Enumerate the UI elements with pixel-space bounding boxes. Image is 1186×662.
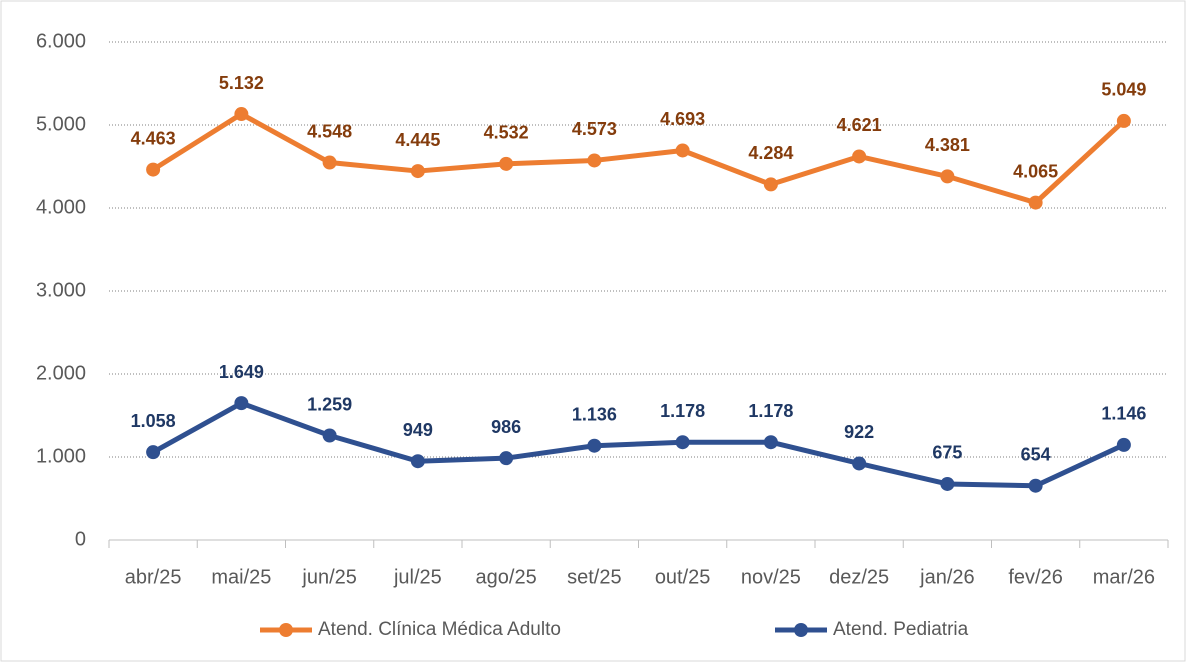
x-tick-label: jan/26 bbox=[919, 566, 975, 588]
data-point bbox=[146, 445, 161, 460]
series-line bbox=[151, 111, 1126, 206]
data-point bbox=[410, 454, 425, 469]
data-label: 4.573 bbox=[572, 119, 617, 139]
data-label: 4.548 bbox=[307, 121, 352, 141]
data-point bbox=[499, 451, 514, 466]
data-point bbox=[1116, 113, 1131, 128]
data-label: 4.693 bbox=[660, 109, 705, 129]
y-tick-label: 2.000 bbox=[36, 362, 86, 384]
x-tick-label: mai/25 bbox=[211, 566, 271, 588]
series-line bbox=[151, 400, 1125, 489]
x-tick-label: mar/26 bbox=[1093, 566, 1155, 588]
data-label: 1.178 bbox=[660, 401, 705, 421]
x-tick-label: dez/25 bbox=[829, 566, 889, 588]
x-tick-label: out/25 bbox=[655, 566, 711, 588]
data-label: 4.463 bbox=[131, 128, 176, 148]
data-label: 4.445 bbox=[395, 130, 440, 150]
data-label: 4.284 bbox=[748, 143, 793, 163]
data-label: 922 bbox=[844, 422, 874, 442]
data-point bbox=[852, 456, 867, 471]
x-tick-label: fev/26 bbox=[1008, 566, 1062, 588]
data-point bbox=[1116, 437, 1131, 452]
y-tick-label: 5.000 bbox=[36, 113, 86, 135]
data-label: 1.146 bbox=[1101, 404, 1146, 424]
data-label: 4.532 bbox=[484, 123, 529, 143]
data-point bbox=[763, 435, 778, 450]
legend-label: Atend. Clínica Médica Adulto bbox=[318, 619, 561, 640]
data-point bbox=[587, 153, 602, 168]
data-label: 5.132 bbox=[219, 73, 264, 93]
legend-label: Atend. Pediatria bbox=[833, 619, 969, 640]
data-point bbox=[763, 177, 778, 192]
data-point bbox=[675, 435, 690, 450]
data-label: 949 bbox=[403, 420, 433, 440]
data-label: 675 bbox=[932, 443, 962, 463]
y-tick-label: 3.000 bbox=[36, 279, 86, 301]
data-point bbox=[940, 169, 955, 184]
x-tick-label: jul/25 bbox=[393, 566, 442, 588]
data-point bbox=[940, 476, 955, 491]
data-label: 4.381 bbox=[925, 135, 970, 155]
y-tick-label: 4.000 bbox=[36, 196, 86, 218]
data-label: 1.178 bbox=[748, 401, 793, 421]
y-tick-label: 6.000 bbox=[36, 30, 86, 52]
data-point bbox=[322, 155, 337, 170]
x-tick-label: nov/25 bbox=[741, 566, 801, 588]
x-tick-label: ago/25 bbox=[476, 566, 537, 588]
data-point bbox=[234, 107, 249, 122]
data-label: 4.065 bbox=[1013, 161, 1058, 181]
x-tick-label: abr/25 bbox=[125, 566, 182, 588]
y-tick-label: 0 bbox=[75, 528, 86, 550]
data-label: 4.621 bbox=[837, 115, 882, 135]
legend-marker bbox=[794, 623, 808, 637]
data-point bbox=[499, 156, 514, 171]
legend-marker bbox=[279, 623, 293, 637]
data-label: 1.058 bbox=[131, 411, 176, 431]
data-label: 5.049 bbox=[1101, 80, 1146, 100]
data-point bbox=[587, 438, 602, 453]
data-label: 1.136 bbox=[572, 404, 617, 424]
data-point bbox=[1028, 478, 1043, 493]
data-point bbox=[1028, 195, 1043, 210]
data-label: 1.649 bbox=[219, 362, 264, 382]
data-point bbox=[410, 164, 425, 179]
data-point bbox=[675, 143, 690, 158]
data-point bbox=[234, 396, 249, 411]
data-point bbox=[322, 428, 337, 443]
y-tick-label: 1.000 bbox=[36, 445, 86, 467]
x-tick-label: set/25 bbox=[567, 566, 621, 588]
data-label: 986 bbox=[491, 417, 521, 437]
x-tick-label: jun/25 bbox=[301, 566, 357, 588]
data-label: 1.259 bbox=[307, 394, 352, 414]
data-point bbox=[146, 162, 161, 177]
data-label: 654 bbox=[1021, 444, 1051, 464]
data-point bbox=[852, 149, 867, 164]
